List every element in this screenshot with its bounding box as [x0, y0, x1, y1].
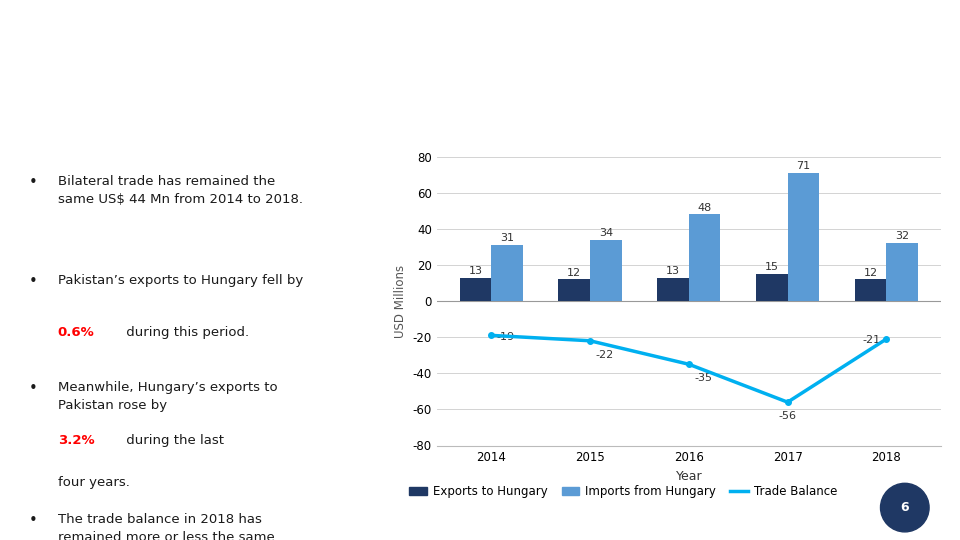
- X-axis label: Year: Year: [676, 470, 702, 483]
- Text: 15: 15: [765, 262, 779, 272]
- Legend: Exports to Hungary, Imports from Hungary, Trade Balance: Exports to Hungary, Imports from Hungary…: [409, 485, 837, 498]
- Bar: [689, 214, 720, 301]
- Text: 12: 12: [864, 268, 877, 278]
- Text: 3.2%: 3.2%: [58, 434, 94, 447]
- Y-axis label: USD Millions: USD Millions: [395, 265, 407, 338]
- Text: during this period.: during this period.: [122, 326, 249, 339]
- Text: during the last: during the last: [122, 434, 224, 447]
- Text: 13: 13: [468, 266, 482, 276]
- Bar: [492, 245, 523, 301]
- Text: 0.6%: 0.6%: [58, 326, 94, 339]
- Text: 34: 34: [599, 228, 612, 238]
- Text: 31: 31: [500, 233, 514, 243]
- Text: 12: 12: [567, 268, 581, 278]
- Bar: [590, 240, 622, 301]
- Text: -56: -56: [779, 411, 797, 421]
- Bar: [559, 279, 590, 301]
- Bar: [658, 278, 689, 301]
- Text: The trade balance in 2018 has
remained more or less the same.: The trade balance in 2018 has remained m…: [58, 513, 278, 540]
- Text: Meanwhile, Hungary’s exports to
Pakistan rose by: Meanwhile, Hungary’s exports to Pakistan…: [58, 381, 277, 412]
- Text: Bilateral trade has remained the
same US$ 44 Mn from 2014 to 2018.: Bilateral trade has remained the same US…: [58, 175, 302, 206]
- Text: 32: 32: [895, 232, 909, 241]
- Text: •: •: [29, 381, 37, 396]
- Circle shape: [880, 483, 929, 532]
- Bar: [787, 173, 819, 301]
- Bar: [854, 279, 886, 301]
- Text: -35: -35: [695, 373, 712, 383]
- Text: -19: -19: [497, 332, 515, 342]
- Text: Pakistan’s exports to Hungary fell by: Pakistan’s exports to Hungary fell by: [58, 274, 303, 287]
- Text: •: •: [29, 513, 37, 528]
- Text: -22: -22: [595, 350, 614, 360]
- Bar: [886, 243, 918, 301]
- Text: four years.: four years.: [58, 476, 130, 489]
- Bar: [460, 278, 492, 301]
- Text: 48: 48: [698, 202, 711, 213]
- Text: 6: 6: [900, 501, 909, 514]
- Text: •: •: [29, 274, 37, 289]
- Text: 71: 71: [797, 161, 810, 171]
- Text: •: •: [29, 175, 37, 190]
- Text: -21: -21: [863, 335, 880, 346]
- Text: PAKISTAN HUNGARY TRADE TRENDS: PAKISTAN HUNGARY TRADE TRENDS: [21, 73, 809, 112]
- Text: 13: 13: [666, 266, 680, 276]
- Bar: [756, 274, 787, 301]
